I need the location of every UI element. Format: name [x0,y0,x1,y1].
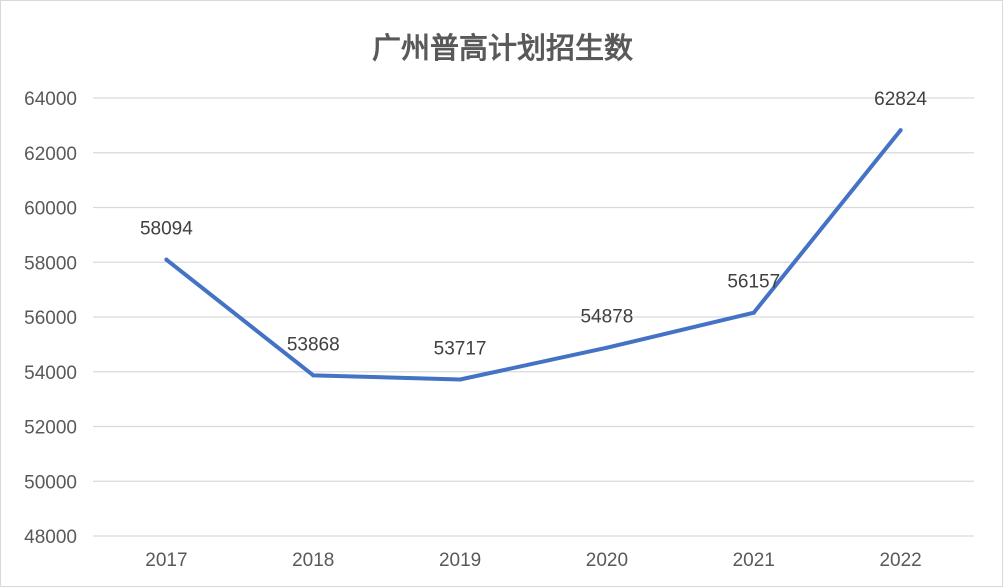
x-tick-label: 2020 [586,550,628,571]
y-tick-label: 58000 [24,253,77,274]
data-point [311,373,316,378]
data-point [164,257,169,262]
series-line [164,128,903,382]
y-tick-label: 52000 [24,418,77,439]
data-label: 56157 [727,272,780,293]
y-tick-label: 60000 [24,199,77,220]
y-tick-label: 50000 [24,472,77,493]
data-point [604,345,609,350]
data-label: 53868 [287,334,340,355]
y-tick-label: 48000 [24,527,77,548]
data-label: 62824 [874,89,927,110]
y-tick-label: 64000 [24,89,77,110]
x-tick-label: 2022 [879,550,921,571]
y-tick-label: 54000 [24,363,77,384]
y-tick-label: 56000 [24,308,77,329]
data-label: 54878 [580,307,633,328]
data-point [751,310,756,315]
data-point [458,377,463,382]
x-tick-label: 2021 [733,550,775,571]
x-tick-label: 2019 [439,550,481,571]
data-label: 58094 [140,219,193,240]
chart-title: 广州普高计划招生数 [371,33,633,65]
x-tick-label: 2017 [145,550,187,571]
data-point [898,128,903,133]
y-tick-label: 62000 [24,144,77,165]
x-tick-label: 2018 [292,550,334,571]
data-label: 53717 [434,338,487,359]
